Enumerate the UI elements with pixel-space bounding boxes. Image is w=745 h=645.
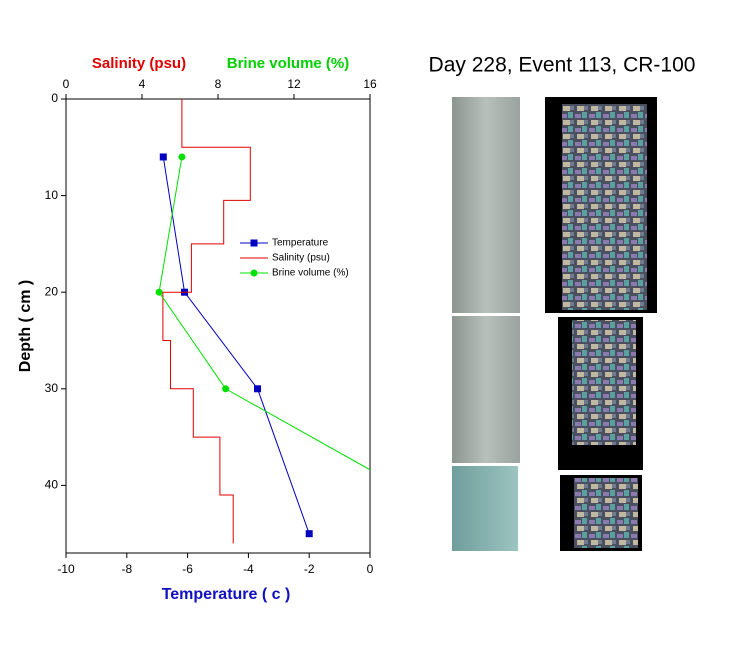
- x-tick-label: 0: [367, 562, 374, 576]
- y-tick-label: 10: [45, 188, 59, 202]
- core-photo: [452, 316, 520, 463]
- thin-section: [574, 478, 638, 548]
- legend-marker: [250, 269, 258, 277]
- thin-section: [572, 320, 636, 445]
- legend-marker: [250, 239, 258, 247]
- marker: [159, 153, 167, 161]
- legend-label: Salinity (psu): [272, 253, 330, 264]
- y-axis-label: Depth ( cm ): [17, 280, 34, 372]
- plot-frame: [65, 98, 371, 554]
- x2-tick-label: 4: [139, 77, 146, 91]
- core-photo: [452, 466, 518, 551]
- x-tick-label: -4: [243, 562, 254, 576]
- x-tick-label: -8: [121, 562, 132, 576]
- chart-title: Day 228, Event 113, CR-100: [429, 54, 696, 77]
- marker: [254, 385, 262, 393]
- x-tick-label: -2: [304, 562, 315, 576]
- y-tick-label: 0: [51, 91, 58, 105]
- legend-label: Brine volume (%): [272, 268, 349, 279]
- x2-tick-label: 0: [63, 77, 70, 91]
- x2-tick-label: 16: [363, 77, 377, 91]
- core-photo: [452, 97, 520, 313]
- y-tick-label: 20: [45, 284, 59, 298]
- x2-axis-label: Brine volume (%): [227, 55, 350, 72]
- x-tick-label: -10: [57, 562, 75, 576]
- series-line: [158, 156, 370, 471]
- y-tick-label: 40: [45, 478, 59, 492]
- plot-area: [155, 99, 370, 544]
- series-line: [162, 156, 310, 534]
- x-axis-label: Temperature ( c ): [162, 586, 291, 603]
- marker: [305, 530, 313, 538]
- x2-axis-label: Salinity (psu): [92, 55, 186, 72]
- x2-tick-label: 8: [215, 77, 222, 91]
- series-line: [162, 99, 251, 544]
- y-tick-label: 30: [45, 381, 59, 395]
- marker: [178, 153, 186, 161]
- marker: [155, 288, 163, 296]
- legend-label: Temperature: [272, 238, 329, 249]
- x2-tick-label: 12: [287, 77, 301, 91]
- x-tick-label: -6: [182, 562, 193, 576]
- thin-section: [562, 104, 647, 310]
- marker: [222, 385, 230, 393]
